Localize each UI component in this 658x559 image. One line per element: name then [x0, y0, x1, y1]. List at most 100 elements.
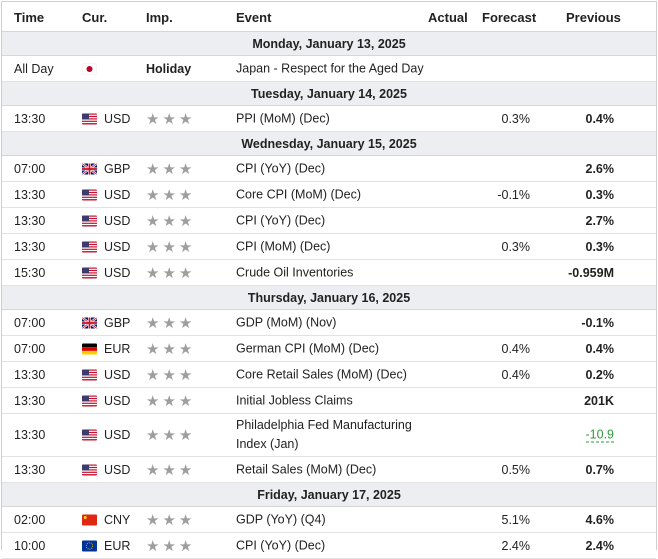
event-name[interactable]: Retail Sales (MoM) (Dec)	[236, 462, 377, 476]
col-time-header[interactable]: Time	[14, 10, 45, 25]
event-time: 13:30	[14, 239, 46, 254]
event-name[interactable]: Core Retail Sales (MoM) (Dec)	[236, 367, 407, 381]
event-time: 13:30	[14, 187, 46, 202]
us-flag-icon	[82, 464, 97, 475]
event-currency: USD	[104, 111, 131, 126]
event-name[interactable]: Japan - Respect for the Aged Day	[236, 61, 424, 75]
us-flag-icon	[82, 429, 97, 441]
event-time: 13:30	[14, 462, 46, 477]
event-name[interactable]: Philadelphia Fed Manufacturing Index (Ja…	[236, 418, 412, 451]
event-row[interactable]: 13:30 USD ★★★ CPI (YoY) (Dec) 2.7%	[2, 208, 656, 234]
event-currency: GBP	[104, 315, 131, 330]
date-label: Tuesday, January 14, 2025	[251, 86, 407, 101]
event-time: 07:00	[14, 315, 46, 330]
event-name[interactable]: GDP (YoY) (Q4)	[236, 512, 326, 526]
event-currency: USD	[104, 462, 131, 477]
us-flag-icon	[82, 369, 97, 380]
event-forecast: 0.4%	[501, 367, 531, 382]
event-currency: EUR	[104, 538, 131, 553]
event-time: 13:30	[14, 393, 46, 408]
date-row: Wednesday, January 15, 2025	[2, 132, 656, 156]
event-currency: USD	[104, 187, 131, 202]
col-actual-header[interactable]: Actual	[428, 10, 468, 25]
event-previous: 201K	[584, 393, 614, 408]
importance-stars-icon: ★★★	[146, 366, 196, 384]
date-row: Monday, January 13, 2025	[2, 32, 656, 56]
event-currency: EUR	[104, 341, 131, 356]
col-currency-header[interactable]: Cur.	[82, 10, 108, 25]
event-previous: 2.7%	[585, 213, 615, 228]
event-currency: USD	[104, 239, 131, 254]
event-name[interactable]: PPI (MoM) (Dec)	[236, 111, 330, 125]
event-row[interactable]: 13:30 USD ★★★ PPI (MoM) (Dec) 0.3% 0.4%	[2, 106, 656, 132]
us-flag-icon	[82, 241, 97, 252]
event-name[interactable]: Crude Oil Inventories	[236, 265, 354, 279]
event-name[interactable]: GDP (MoM) (Nov)	[236, 315, 337, 329]
event-row[interactable]: All Day Holiday Japan - Respect for the Ag…	[2, 56, 656, 82]
uk-flag-icon	[82, 317, 97, 328]
event-row[interactable]: 13:30 USD ★★★ Initial Jobless Claims 201K	[2, 388, 656, 414]
event-time: 07:00	[14, 341, 46, 356]
event-previous: 0.4%	[585, 111, 615, 126]
event-time: 07:00	[14, 161, 46, 176]
event-previous[interactable]: -10.9	[585, 427, 614, 443]
date-row: Friday, January 17, 2025	[2, 483, 656, 507]
us-flag-icon	[82, 395, 97, 406]
date-row: Tuesday, January 14, 2025	[2, 82, 656, 106]
event-name[interactable]: CPI (YoY) (Dec)	[236, 213, 326, 227]
importance-stars-icon: ★★★	[146, 160, 196, 178]
event-currency: CNY	[104, 512, 131, 527]
event-currency: USD	[104, 213, 131, 228]
event-forecast: -0.1%	[497, 187, 530, 202]
event-time: 13:30	[14, 367, 46, 382]
col-importance-header[interactable]: Imp.	[146, 10, 173, 25]
event-row[interactable]: 10:00 EUR ★★★ CPI (YoY) (Dec) 2.4% 2.4%	[2, 533, 656, 559]
col-previous-header[interactable]: Previous	[566, 10, 621, 25]
importance-stars-icon: ★★★	[146, 427, 196, 444]
event-row[interactable]: 13:30 USD ★★★ CPI (MoM) (Dec) 0.3% 0.3%	[2, 234, 656, 260]
event-time: 13:30	[14, 428, 46, 442]
event-time: 15:30	[14, 265, 46, 280]
event-name[interactable]: CPI (YoY) (Dec)	[236, 538, 326, 552]
event-row[interactable]: 13:30 USD ★★★ Retail Sales (MoM) (Dec) 0.5% 0…	[2, 457, 656, 483]
event-name[interactable]: German CPI (MoM) (Dec)	[236, 341, 380, 355]
china-flag-icon	[82, 514, 97, 525]
importance-stars-icon: ★★★	[146, 110, 196, 128]
event-forecast: 0.3%	[501, 111, 531, 126]
event-row[interactable]: 02:00 CNY ★★★ GDP (YoY) (Q4) 5.1% 4.6%	[2, 507, 656, 533]
event-previous: 2.6%	[585, 161, 615, 176]
event-time: 02:00	[14, 512, 46, 527]
date-label: Thursday, January 16, 2025	[247, 290, 411, 305]
event-name[interactable]: Initial Jobless Claims	[236, 393, 353, 407]
event-currency: USD	[104, 265, 131, 280]
importance-stars-icon: ★★★	[146, 461, 196, 479]
event-name[interactable]: CPI (YoY) (Dec)	[236, 161, 326, 175]
us-flag-icon	[82, 215, 97, 226]
event-previous: 4.6%	[585, 512, 615, 527]
japan-flag-icon	[82, 63, 97, 74]
event-previous: 0.7%	[585, 462, 615, 477]
event-name[interactable]: CPI (MoM) (Dec)	[236, 239, 331, 253]
germany-flag-icon	[82, 343, 97, 354]
event-time: All Day	[14, 61, 54, 76]
event-time: 13:30	[14, 111, 46, 126]
event-time: 13:30	[14, 213, 46, 228]
event-row[interactable]: 07:00 EUR ★★★ German CPI (MoM) (Dec) 0.4% 0.4…	[2, 336, 656, 362]
holiday-label: Holiday	[146, 61, 192, 76]
event-name[interactable]: Core CPI (MoM) (Dec)	[236, 187, 362, 201]
event-row[interactable]: 13:30 USD ★★★ Core CPI (MoM) (Dec) -0.1% 0.3%	[2, 182, 656, 208]
event-row[interactable]: 15:30 USD ★★★ Crude Oil Inventories -0.959M	[2, 260, 656, 286]
importance-stars-icon: ★★★	[146, 537, 196, 555]
date-label: Friday, January 17, 2025	[257, 487, 401, 502]
col-event-header[interactable]: Event	[236, 10, 272, 25]
event-row[interactable]: 07:00 GBP ★★★ CPI (YoY) (Dec) 2.6%	[2, 156, 656, 182]
col-forecast-header[interactable]: Forecast	[482, 10, 537, 25]
event-row[interactable]: 13:30 USD ★★★ Philadelphia Fed Manufacturin…	[2, 414, 656, 457]
importance-stars-icon: ★★★	[146, 264, 196, 282]
importance-stars-icon: ★★★	[146, 186, 196, 204]
event-row[interactable]: 07:00 GBP ★★★ GDP (MoM) (Nov) -0.1%	[2, 310, 656, 336]
event-previous: 0.3%	[585, 187, 615, 202]
event-row[interactable]: 13:30 USD ★★★ Core Retail Sales (MoM) (Dec)…	[2, 362, 656, 388]
importance-stars-icon: ★★★	[146, 340, 196, 358]
